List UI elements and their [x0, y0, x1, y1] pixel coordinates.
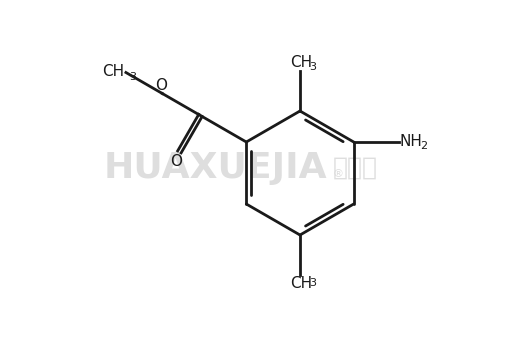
Text: O: O — [170, 154, 181, 169]
Text: 化学册: 化学册 — [332, 156, 378, 180]
Text: ®: ® — [332, 169, 344, 179]
Text: NH: NH — [400, 135, 423, 150]
Text: HUAXUEJIA: HUAXUEJIA — [103, 151, 327, 185]
Text: CH: CH — [290, 276, 312, 291]
Text: 3: 3 — [309, 62, 316, 72]
Text: O: O — [155, 78, 167, 93]
Text: 3: 3 — [309, 278, 316, 288]
Text: 2: 2 — [420, 141, 427, 151]
Text: CH: CH — [290, 55, 312, 70]
Text: CH: CH — [102, 64, 124, 79]
Text: 3: 3 — [129, 73, 136, 83]
